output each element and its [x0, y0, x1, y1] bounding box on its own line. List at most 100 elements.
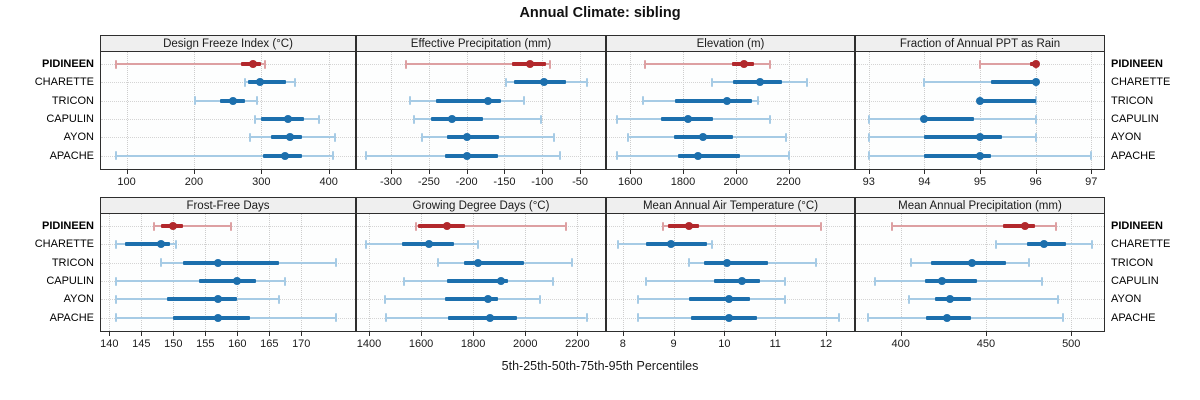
range-line — [909, 298, 1058, 301]
percentile-row-apache — [607, 52, 854, 169]
panel-plot — [855, 214, 1105, 332]
percentile-row-ayon — [856, 214, 1104, 331]
percentile-row-tricon — [607, 214, 854, 331]
station-label-left-pidineen: PIDINEEN — [42, 58, 94, 70]
gridline — [673, 214, 675, 331]
whisker-cap-high — [539, 114, 542, 124]
whisker-cap-low — [616, 114, 619, 124]
median-dot — [1039, 240, 1048, 249]
axis-tick-label: 10 — [718, 338, 731, 350]
whisker-cap-low — [867, 132, 870, 142]
percentile-row-charette — [101, 214, 355, 331]
whisker-cap-high — [806, 77, 809, 87]
median-dot — [496, 277, 505, 286]
iqr-bar — [247, 80, 287, 85]
row-guide — [357, 244, 605, 246]
percentile-row-capulin — [856, 214, 1104, 331]
whisker-cap-high — [335, 313, 338, 323]
station-label-left-pidineen: PIDINEEN — [42, 220, 94, 232]
percentile-row-apache — [856, 52, 1104, 169]
gridline — [622, 214, 624, 331]
iqr-bar — [444, 153, 498, 158]
whisker-cap-high — [334, 132, 337, 142]
median-dot — [920, 115, 929, 124]
axis-tick — [577, 332, 579, 336]
median-dot — [486, 313, 495, 322]
median-dot — [233, 277, 242, 286]
panel-plot — [100, 214, 356, 332]
axis-tick-label: -200 — [455, 176, 478, 188]
iqr-bar — [688, 297, 750, 302]
whisker-cap-low — [867, 313, 870, 323]
median-dot — [739, 60, 748, 68]
station-label-left-capulin: CAPULIN — [46, 275, 94, 288]
percentile-row-ayon — [856, 52, 1104, 169]
whisker-cap-low — [979, 59, 981, 69]
axis-tick — [368, 332, 370, 336]
median-dot — [968, 258, 977, 267]
whisker-cap-low — [365, 239, 368, 249]
axis-tick-label: 97 — [1085, 176, 1098, 188]
station-label-right-apache: APACHE — [1111, 149, 1156, 162]
median-dot — [169, 222, 178, 230]
percentile-row-ayon — [357, 214, 605, 331]
gridline — [683, 52, 684, 169]
percentile-row-charette — [357, 214, 605, 331]
axis-tick — [900, 332, 902, 336]
percentile-row-tricon — [357, 52, 605, 169]
axis-tick-label: 155 — [196, 338, 215, 350]
iqr-bar — [464, 260, 524, 265]
station-label-left-tricon: TRICON — [51, 94, 94, 107]
panel-plot — [356, 52, 606, 170]
gridline — [980, 52, 981, 169]
median-dot — [755, 78, 764, 87]
percentile-row-capulin — [607, 52, 854, 169]
panel-header: Fraction of Annual PPT as Rain — [855, 35, 1105, 52]
median-dot — [667, 240, 676, 249]
whisker-cap-low — [644, 276, 647, 286]
axis-tick-label: 8 — [619, 338, 626, 350]
whisker-cap-high — [757, 96, 760, 106]
panel-header: Mean Annual Precipitation (mm) — [855, 197, 1105, 214]
range-line — [644, 63, 771, 65]
percentile-row-pidineen — [357, 52, 605, 169]
whisker-cap-high — [784, 132, 787, 142]
gridline — [173, 214, 175, 331]
range-line — [892, 225, 1056, 227]
figure-title: Annual Climate: sibling — [519, 5, 681, 21]
station-label-right-tricon: TRICON — [1111, 256, 1154, 269]
axis-tick-label: 140 — [100, 338, 119, 350]
axis-tick — [985, 332, 987, 336]
iqr-bar — [924, 153, 992, 158]
percentile-row-tricon — [101, 214, 355, 331]
axis-tick-label: 400 — [891, 338, 910, 350]
whisker-cap-low — [243, 77, 246, 87]
percentile-row-apache — [357, 214, 605, 331]
median-dot — [976, 133, 984, 142]
percentile-row-apache — [101, 214, 355, 331]
whisker-cap-low — [662, 221, 665, 231]
whisker-cap-low — [159, 258, 162, 268]
gridline — [630, 52, 632, 169]
axis-tick-label: 300 — [252, 176, 271, 188]
whisker-cap-low — [687, 258, 690, 268]
gridline — [269, 214, 271, 331]
whisker-cap-low — [414, 221, 417, 231]
row-guide — [101, 137, 355, 139]
gridline — [473, 214, 475, 331]
whisker-cap-low — [711, 77, 714, 87]
gridline — [826, 214, 828, 331]
whisker-cap-high — [1041, 276, 1044, 286]
panel-plot — [100, 52, 356, 170]
axis-tick — [868, 170, 870, 174]
whisker-cap-low — [637, 294, 639, 304]
axis-tick-label: 1800 — [670, 176, 696, 188]
axis-tick — [788, 170, 790, 174]
iqr-bar — [418, 224, 466, 228]
station-label-right-charette: CHARETTE — [1111, 238, 1171, 251]
whisker-cap-low — [365, 151, 368, 161]
panel-header: Frost-Free Days — [100, 197, 356, 214]
axis-tick — [673, 332, 675, 336]
whisker-cap-low — [253, 114, 256, 124]
median-dot — [462, 151, 471, 160]
